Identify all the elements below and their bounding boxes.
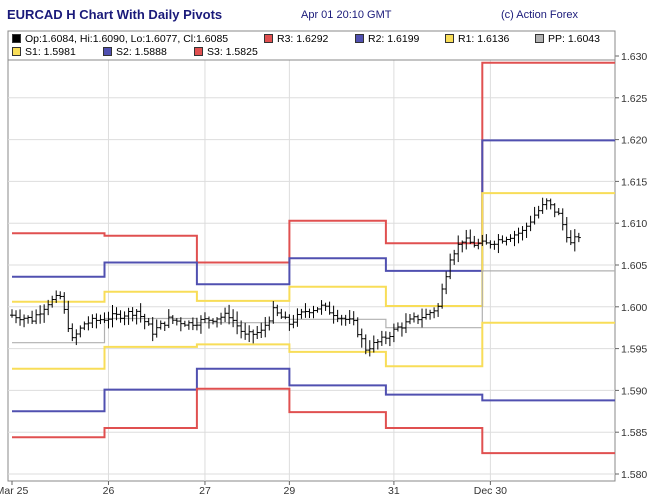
chart-credit: (c) Action Forex — [501, 9, 579, 21]
price-bars — [10, 197, 581, 357]
y-tick-label: 1.615 — [621, 176, 647, 188]
legend-r2: R2: 1.6199 — [355, 33, 419, 45]
pivot-line-s2 — [12, 367, 615, 413]
pivot-line-s1 — [12, 321, 615, 370]
y-tick-label: 1.625 — [621, 93, 647, 105]
legend-s3: S3: 1.5825 — [194, 46, 258, 58]
legend-ohlc-label: Op:1.6084, Hi:1.6090, Lo:1.6077, Cl:1.60… — [25, 33, 229, 45]
x-tick-label: Dec 30 — [474, 485, 507, 497]
legend-r2-label: R2: 1.6199 — [368, 33, 420, 45]
y-tick-label: 1.600 — [621, 302, 647, 314]
x-axis: Mar 25 26 27 29 31 Dec 30 — [0, 481, 507, 497]
legend-s1: S1: 1.5981 — [12, 46, 76, 58]
x-tick-label: Mar 25 — [0, 485, 28, 497]
legend-r1: R1: 1.6136 — [445, 33, 509, 45]
plot-frame — [7, 30, 616, 482]
x-tick-label: 29 — [284, 485, 296, 497]
chart-title: EURCAD H Chart With Daily Pivots — [7, 7, 223, 22]
y-tick-label: 1.630 — [621, 51, 647, 63]
s1-swatch — [12, 46, 21, 56]
y-tick-label: 1.590 — [621, 385, 647, 397]
ohlc-swatch — [12, 33, 21, 43]
legend-r3: R3: 1.6292 — [264, 33, 328, 45]
r1-swatch — [445, 33, 454, 43]
chart-timestamp: Apr 01 20:10 GMT — [301, 9, 392, 21]
y-tick-label: 1.610 — [621, 218, 647, 230]
legend-s2: S2: 1.5888 — [103, 46, 167, 58]
y-tick-label: 1.585 — [621, 427, 647, 439]
x-tick-label: 26 — [103, 485, 115, 497]
legend-s1-label: S1: 1.5981 — [25, 46, 76, 58]
y-axis: 1.580 1.585 1.590 1.595 1.600 1.605 1.610 1.615… — [615, 51, 647, 481]
legend-s2-label: S2: 1.5888 — [116, 46, 167, 58]
legend-r1-label: R1: 1.6136 — [458, 33, 510, 45]
legend-pp: PP: 1.6043 — [535, 33, 600, 45]
y-tick-label: 1.595 — [621, 344, 647, 356]
legend-pp-label: PP: 1.6043 — [548, 33, 600, 45]
legend-ohlc: Op:1.6084, Hi:1.6090, Lo:1.6077, Cl:1.60… — [12, 33, 228, 45]
r3-swatch — [264, 33, 273, 43]
y-tick-label: 1.580 — [621, 469, 647, 481]
x-tick-label: 31 — [388, 485, 400, 497]
y-tick-label: 1.620 — [621, 135, 647, 147]
s2-swatch — [103, 46, 112, 56]
y-tick-label: 1.605 — [621, 260, 647, 272]
s3-swatch — [194, 46, 203, 56]
x-tick-label: 27 — [199, 485, 211, 497]
r2-swatch — [355, 33, 364, 43]
pp-swatch — [535, 33, 544, 43]
legend-r3-label: R3: 1.6292 — [277, 33, 329, 45]
legend-s3-label: S3: 1.5825 — [207, 46, 258, 58]
pivot-line-s3 — [12, 387, 615, 455]
